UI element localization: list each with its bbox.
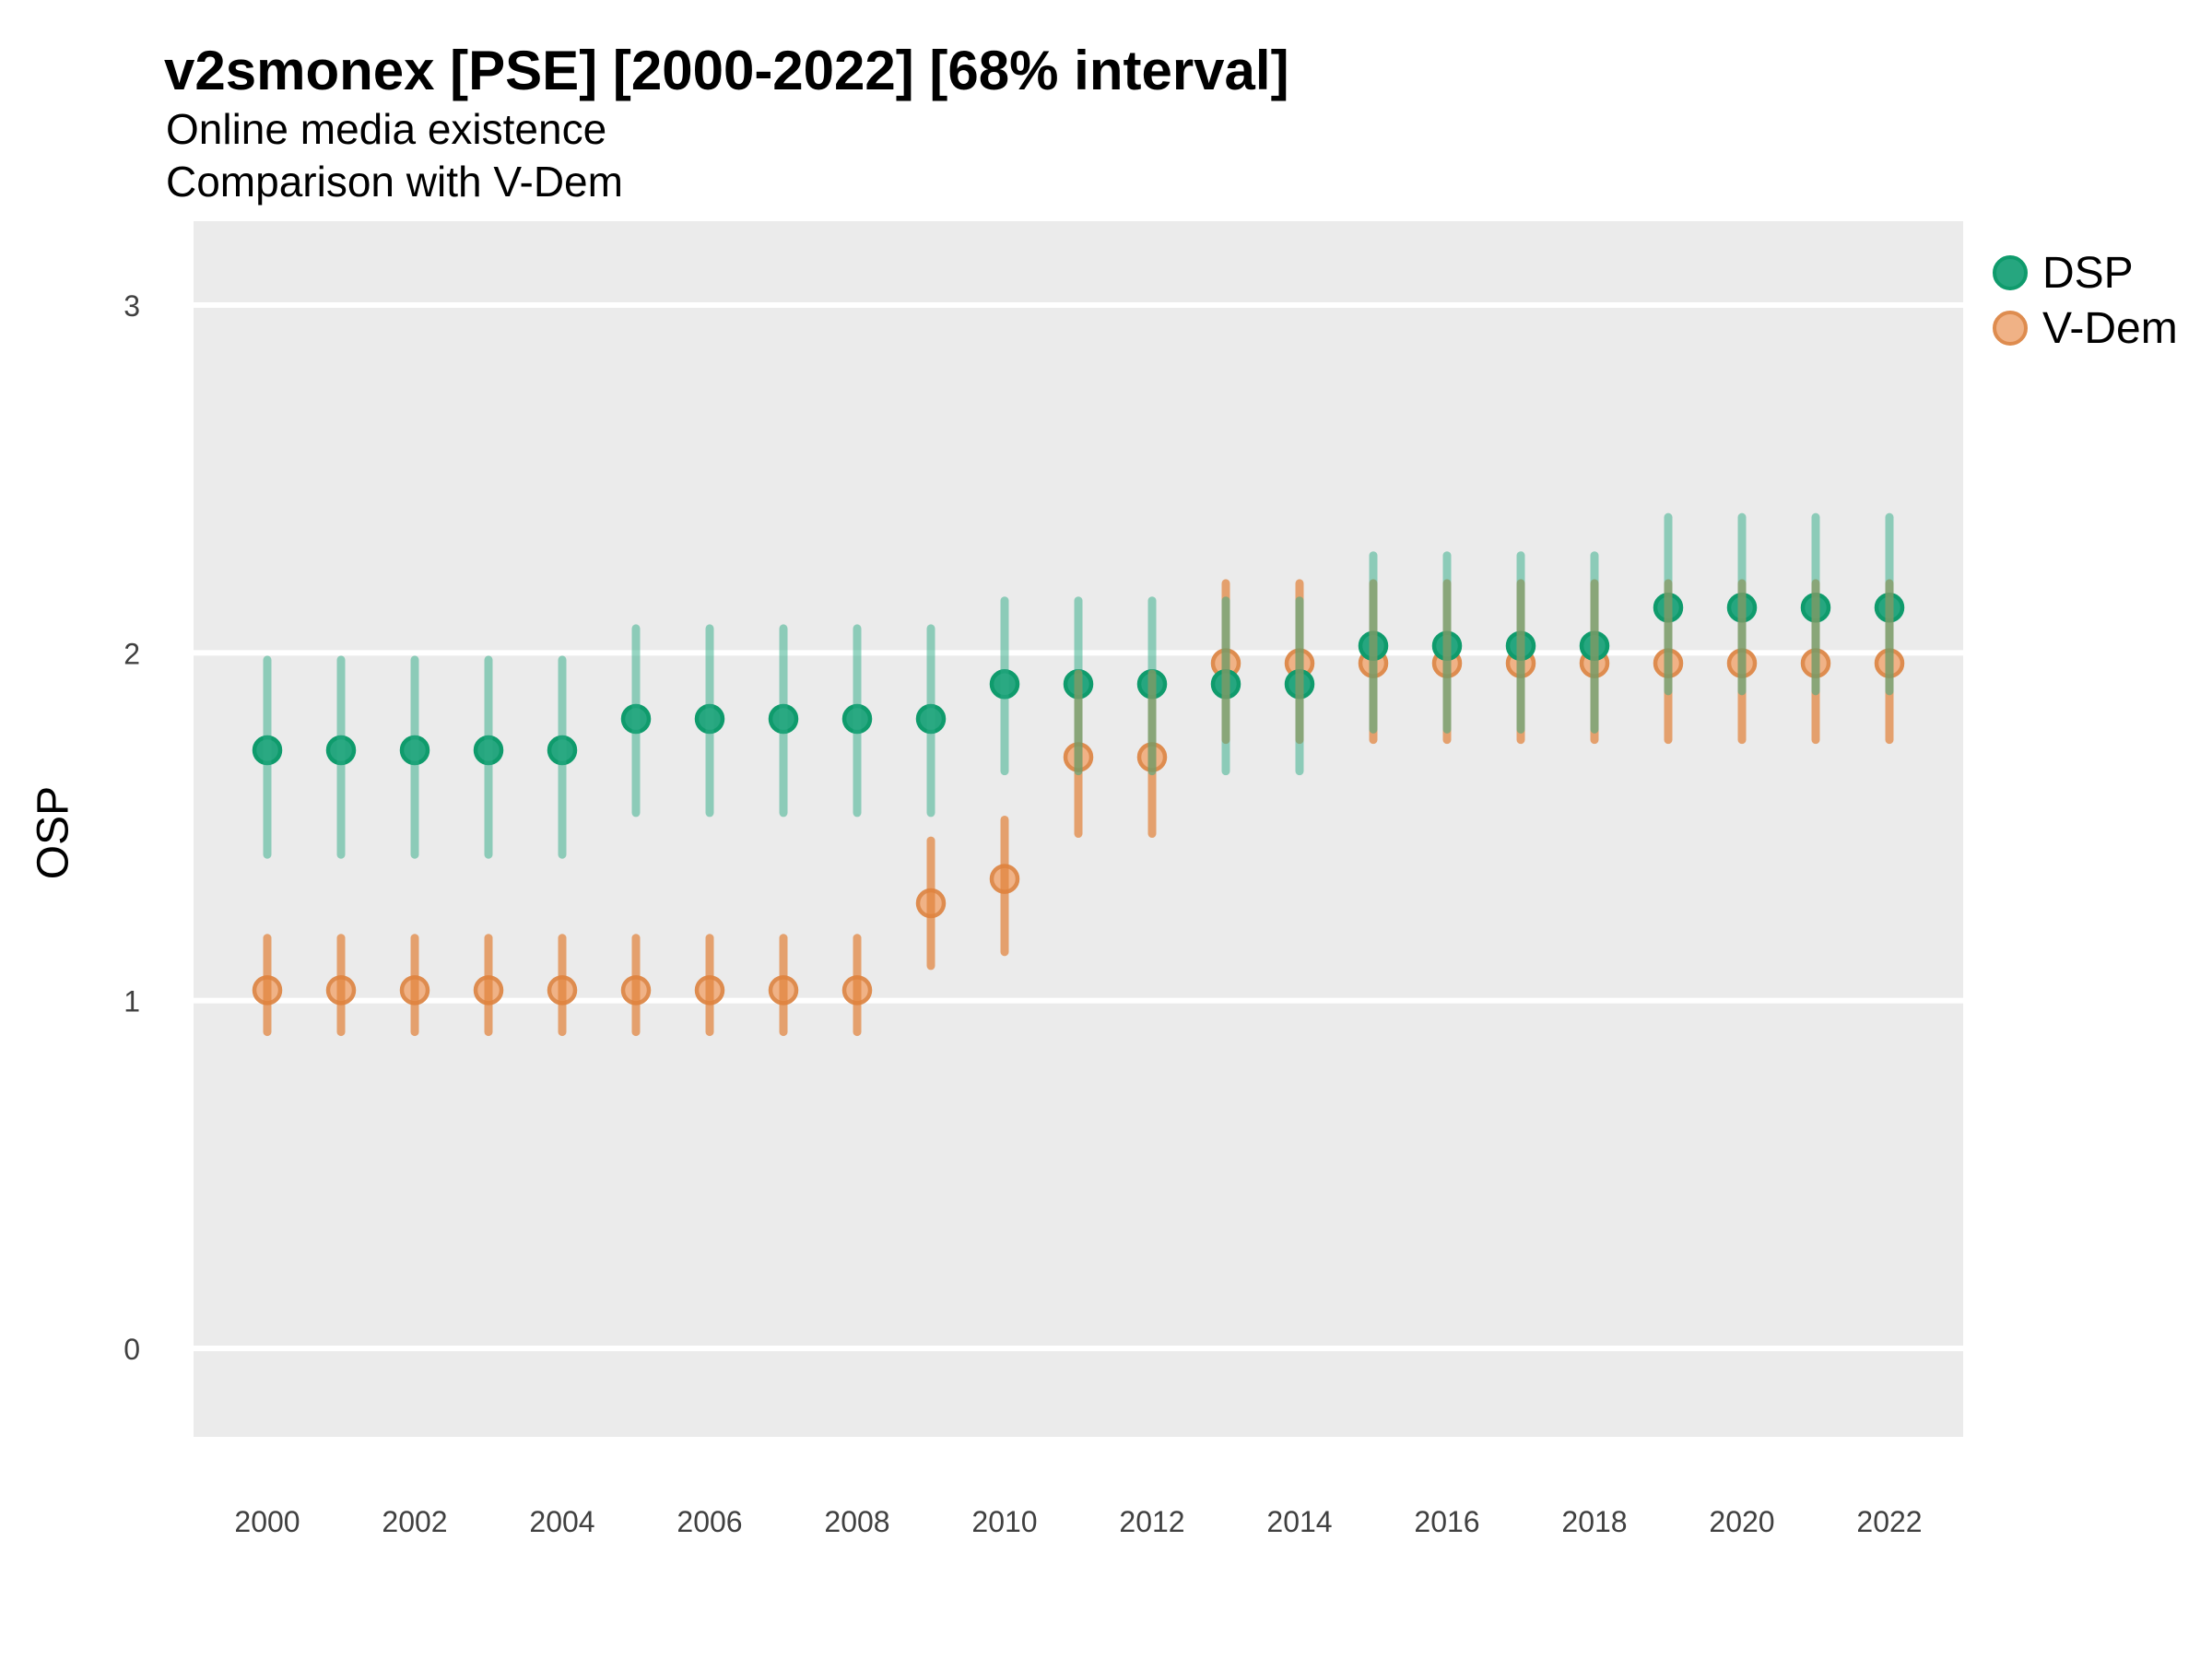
x-tick-label-2006: 2006 [677, 1505, 742, 1538]
chart-title: v2smonex [PSE] [2000-2022] [68% interval… [164, 40, 1289, 101]
x-tick-label-2002: 2002 [382, 1505, 447, 1538]
chart-subtitle-line-1: Online media existence [166, 105, 607, 153]
legend: DSP V-Dem [1993, 249, 2178, 361]
y-tick-label-0: 0 [124, 1333, 140, 1366]
x-tick-label-2010: 2010 [971, 1505, 1037, 1538]
legend-item-dsp: DSP [1993, 249, 2178, 298]
legend-item-vdem: V-Dem [1993, 304, 2178, 353]
legend-label-dsp: DSP [2042, 248, 2134, 298]
legend-label-vdem: V-Dem [2042, 303, 2178, 353]
y-tick-label-3: 3 [124, 289, 140, 323]
x-tick-label-2018: 2018 [1561, 1505, 1627, 1538]
x-tick-label-2016: 2016 [1414, 1505, 1479, 1538]
dsp-legend-dot-icon [1993, 255, 2028, 290]
chart-subtitle-line-2: Comparison with V-Dem [166, 158, 623, 206]
x-tick-label-2008: 2008 [824, 1505, 889, 1538]
x-tick-label-2014: 2014 [1266, 1505, 1332, 1538]
chart-subtitle: Online media existence Comparison with V… [166, 103, 623, 208]
x-tick-label-2012: 2012 [1119, 1505, 1184, 1538]
vdem-legend-dot-icon [1993, 311, 2028, 346]
x-tick-label-2020: 2020 [1709, 1505, 1774, 1538]
x-tick-label-2022: 2022 [1856, 1505, 1922, 1538]
x-tick-label-2000: 2000 [234, 1505, 300, 1538]
y-tick-label-1: 1 [124, 985, 140, 1018]
x-tick-label-2004: 2004 [529, 1505, 594, 1538]
y-tick-label-2: 2 [124, 637, 140, 670]
